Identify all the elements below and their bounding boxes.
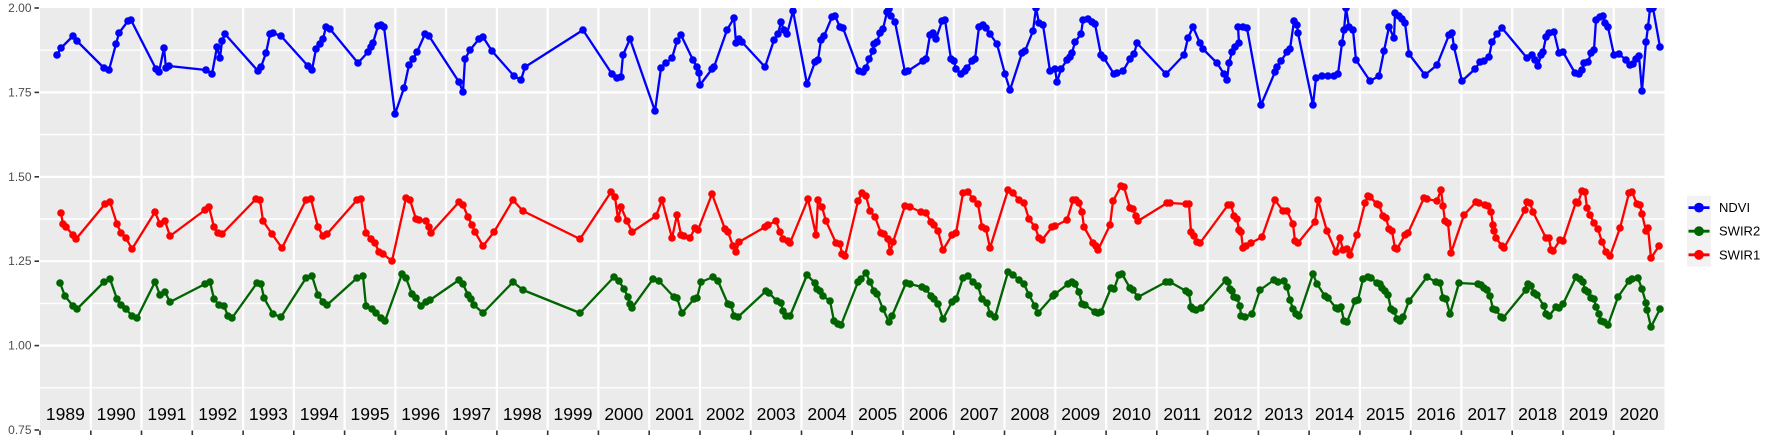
svg-text:1990: 1990 (97, 404, 136, 424)
svg-text:1.75: 1.75 (8, 85, 32, 99)
svg-text:1999: 1999 (554, 404, 593, 424)
svg-text:1991: 1991 (147, 404, 186, 424)
svg-text:2005: 2005 (858, 404, 897, 424)
svg-text:1992: 1992 (198, 404, 237, 424)
svg-text:1.00: 1.00 (8, 339, 32, 353)
svg-text:SWIR2: SWIR2 (1719, 224, 1760, 239)
svg-text:2009: 2009 (1061, 404, 1100, 424)
svg-text:1996: 1996 (401, 404, 440, 424)
svg-text:2000: 2000 (604, 404, 643, 424)
svg-text:1.50: 1.50 (8, 170, 32, 184)
svg-text:1995: 1995 (351, 404, 390, 424)
svg-text:2015: 2015 (1366, 404, 1405, 424)
svg-text:2019: 2019 (1569, 404, 1608, 424)
svg-text:NDVI: NDVI (1719, 200, 1750, 215)
svg-text:2014: 2014 (1315, 404, 1354, 424)
svg-text:2020: 2020 (1620, 404, 1659, 424)
svg-text:2.00: 2.00 (8, 1, 32, 15)
svg-text:1997: 1997 (452, 404, 491, 424)
svg-text:2001: 2001 (655, 404, 694, 424)
svg-text:2011: 2011 (1163, 404, 1201, 424)
svg-text:2018: 2018 (1518, 404, 1557, 424)
svg-text:2013: 2013 (1264, 404, 1303, 424)
svg-text:2010: 2010 (1112, 404, 1151, 424)
svg-text:1.25: 1.25 (8, 254, 32, 268)
svg-text:2002: 2002 (706, 404, 745, 424)
svg-text:0.75: 0.75 (8, 423, 32, 437)
svg-text:2016: 2016 (1417, 404, 1456, 424)
svg-text:SWIR1: SWIR1 (1719, 247, 1760, 262)
svg-text:2017: 2017 (1467, 404, 1506, 424)
svg-text:1994: 1994 (300, 404, 339, 424)
svg-text:2007: 2007 (960, 404, 999, 424)
svg-text:2012: 2012 (1214, 404, 1253, 424)
svg-text:2006: 2006 (909, 404, 948, 424)
svg-text:1998: 1998 (503, 404, 542, 424)
svg-text:1993: 1993 (249, 404, 288, 424)
svg-text:2008: 2008 (1010, 404, 1049, 424)
svg-text:2003: 2003 (757, 404, 796, 424)
svg-text:2004: 2004 (807, 404, 846, 424)
svg-text:1989: 1989 (46, 404, 85, 424)
